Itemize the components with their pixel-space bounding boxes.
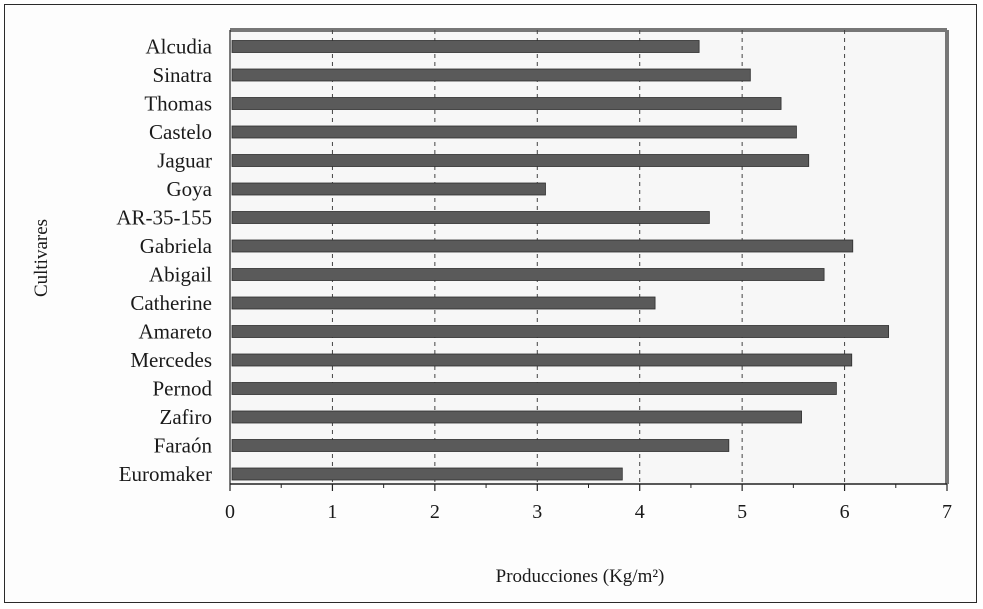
category-label-0: Alcudia [146,35,213,59]
x-tick-label-2: 2 [430,501,440,523]
category-label-10: Amareto [139,320,212,344]
bar-3 [231,125,797,139]
category-label-14: Faraón [154,434,213,458]
category-label-9: Catherine [130,291,212,315]
category-label-2: Thomas [144,92,212,116]
bar-1 [231,68,751,82]
bar-15 [231,467,623,481]
bar-4 [231,154,810,167]
x-tick-label-1: 1 [327,501,337,523]
category-label-8: Abigail [149,263,212,287]
bar-13 [231,410,802,424]
bar-0 [231,40,700,53]
category-label-7: Gabriela [140,234,213,258]
category-label-5: Goya [167,177,213,201]
category-label-15: Euromaker [119,462,212,486]
bar-10 [231,325,890,338]
x-ticks: 0 1 2 3 4 5 6 7 [225,484,952,523]
category-labels: Alcudia Sinatra Thomas Castelo Jaguar Goya AR-… [116,35,212,487]
category-label-3: Castelo [149,120,212,144]
y-axis-title: Cultivares [31,219,52,297]
x-axis-title: Producciones (Kg/m²) [496,566,665,587]
x-tick-label-0: 0 [225,501,235,523]
bar-5 [231,182,546,196]
category-label-1: Sinatra [153,63,213,87]
bar-8 [231,268,825,281]
category-label-12: Pernod [153,377,213,401]
bars [231,40,890,481]
x-tick-label-7: 7 [942,501,952,523]
category-label-6: AR-35-155 [116,206,212,230]
x-tick-label-4: 4 [635,501,645,523]
bar-6 [231,211,710,224]
x-tick-label-5: 5 [737,501,747,523]
category-label-4: Jaguar [157,149,212,173]
x-tick-label-6: 6 [840,501,850,523]
bar-11 [231,353,853,367]
bar-7 [231,239,854,253]
category-label-13: Zafiro [160,405,212,429]
bar-2 [231,97,782,110]
x-tick-label-3: 3 [532,501,542,523]
category-label-11: Mercedes [130,348,212,372]
bar-9 [231,296,656,310]
bar-14 [231,439,730,452]
bar-12 [231,382,837,395]
